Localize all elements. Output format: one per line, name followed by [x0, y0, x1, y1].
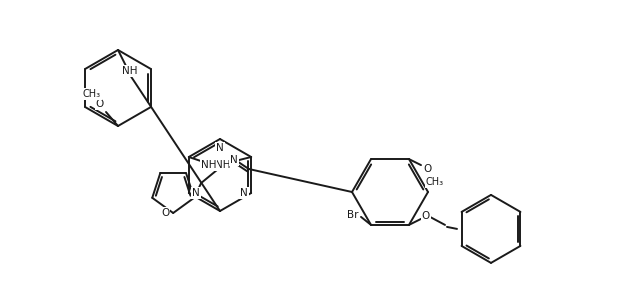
Text: Br: Br [347, 210, 359, 220]
Text: NH: NH [201, 160, 217, 170]
Text: N: N [216, 143, 224, 153]
Text: NH: NH [122, 66, 138, 76]
Text: O: O [422, 211, 430, 221]
Text: N: N [230, 155, 238, 165]
Text: N: N [240, 188, 248, 198]
Text: CH₃: CH₃ [83, 89, 101, 99]
Text: NH: NH [215, 160, 231, 170]
Text: CH₃: CH₃ [426, 177, 444, 187]
Text: O: O [96, 99, 104, 109]
Text: N: N [192, 188, 200, 198]
Text: O: O [423, 164, 431, 174]
Text: O: O [161, 208, 169, 218]
